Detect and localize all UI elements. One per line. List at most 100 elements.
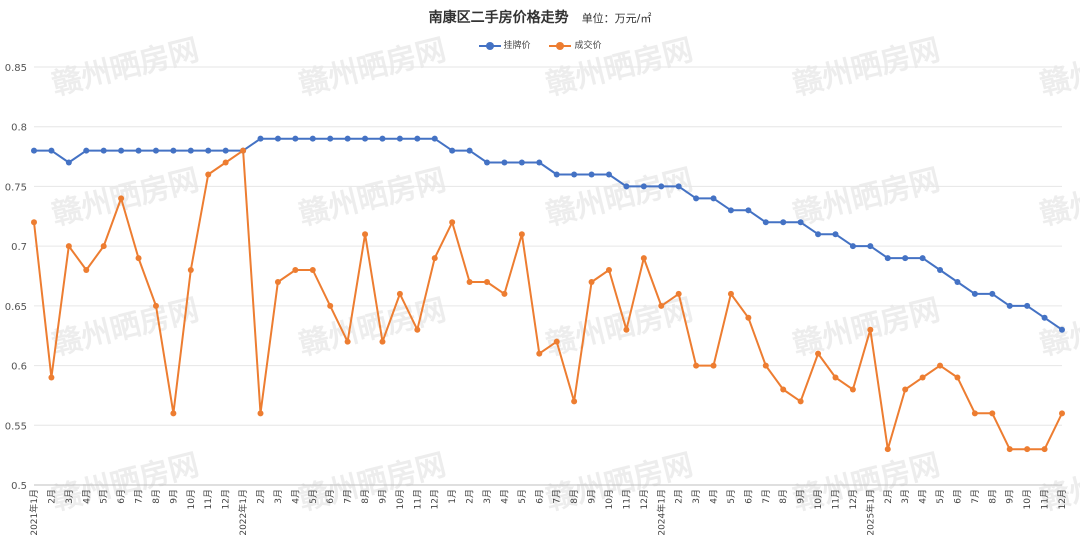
data-point-listing[interactable]	[205, 147, 212, 154]
data-point-listing[interactable]	[867, 243, 874, 250]
data-point-deal[interactable]	[292, 267, 299, 274]
data-point-listing[interactable]	[344, 135, 351, 142]
data-point-listing[interactable]	[710, 195, 717, 202]
data-point-listing[interactable]	[745, 207, 752, 214]
data-point-listing[interactable]	[1006, 302, 1013, 309]
data-point-deal[interactable]	[48, 374, 55, 381]
legend-item-listing[interactable]: 挂牌价	[478, 38, 531, 51]
data-point-deal[interactable]	[187, 267, 194, 274]
data-point-listing[interactable]	[222, 147, 229, 154]
data-point-deal[interactable]	[431, 255, 438, 262]
data-point-listing[interactable]	[588, 171, 595, 178]
data-point-deal[interactable]	[971, 410, 978, 417]
data-point-listing[interactable]	[884, 255, 891, 262]
data-point-deal[interactable]	[727, 290, 734, 297]
data-point-listing[interactable]	[797, 219, 804, 226]
data-point-deal[interactable]	[954, 374, 961, 381]
data-point-deal[interactable]	[327, 302, 334, 309]
data-point-listing[interactable]	[170, 147, 177, 154]
data-point-deal[interactable]	[780, 386, 787, 393]
data-point-deal[interactable]	[118, 195, 125, 202]
data-point-deal[interactable]	[100, 243, 107, 250]
data-point-listing[interactable]	[31, 147, 37, 154]
data-point-listing[interactable]	[431, 135, 438, 142]
data-point-deal[interactable]	[989, 410, 996, 417]
data-point-deal[interactable]	[1059, 410, 1065, 417]
data-point-deal[interactable]	[222, 159, 229, 166]
data-point-deal[interactable]	[815, 350, 822, 357]
data-point-deal[interactable]	[257, 410, 264, 417]
data-point-listing[interactable]	[274, 135, 281, 142]
data-point-listing[interactable]	[902, 255, 909, 262]
data-point-deal[interactable]	[396, 290, 403, 297]
data-point-listing[interactable]	[536, 159, 543, 166]
data-point-listing[interactable]	[501, 159, 508, 166]
data-point-deal[interactable]	[501, 290, 508, 297]
data-point-deal[interactable]	[31, 219, 37, 226]
data-point-listing[interactable]	[815, 231, 822, 238]
data-point-deal[interactable]	[309, 267, 316, 274]
data-point-listing[interactable]	[954, 278, 961, 285]
data-point-deal[interactable]	[518, 231, 525, 238]
data-point-listing[interactable]	[48, 147, 55, 154]
data-point-deal[interactable]	[605, 267, 612, 274]
data-point-listing[interactable]	[292, 135, 299, 142]
data-point-deal[interactable]	[466, 278, 473, 285]
data-point-listing[interactable]	[257, 135, 264, 142]
data-point-listing[interactable]	[675, 183, 682, 190]
data-point-listing[interactable]	[466, 147, 473, 154]
data-point-deal[interactable]	[274, 278, 281, 285]
data-point-listing[interactable]	[553, 171, 560, 178]
data-point-deal[interactable]	[553, 338, 560, 345]
data-point-deal[interactable]	[884, 446, 891, 453]
data-point-listing[interactable]	[849, 243, 856, 250]
legend-item-deal[interactable]: 成交价	[549, 38, 601, 51]
data-point-deal[interactable]	[83, 267, 90, 274]
data-point-listing[interactable]	[658, 183, 665, 190]
data-point-deal[interactable]	[675, 290, 682, 297]
data-point-deal[interactable]	[867, 326, 874, 333]
data-point-listing[interactable]	[309, 135, 316, 142]
data-point-listing[interactable]	[414, 135, 421, 142]
data-point-deal[interactable]	[170, 410, 177, 417]
data-point-deal[interactable]	[588, 278, 595, 285]
data-point-listing[interactable]	[152, 147, 159, 154]
data-point-listing[interactable]	[518, 159, 525, 166]
data-point-deal[interactable]	[832, 374, 839, 381]
data-point-listing[interactable]	[118, 147, 125, 154]
data-point-deal[interactable]	[484, 278, 491, 285]
data-point-deal[interactable]	[762, 362, 769, 369]
data-point-listing[interactable]	[1024, 302, 1031, 309]
data-point-deal[interactable]	[414, 326, 421, 333]
data-point-deal[interactable]	[902, 386, 909, 393]
data-point-deal[interactable]	[745, 314, 752, 321]
data-point-listing[interactable]	[937, 267, 944, 274]
data-point-listing[interactable]	[484, 159, 491, 166]
data-point-listing[interactable]	[919, 255, 926, 262]
data-point-listing[interactable]	[762, 219, 769, 226]
data-point-listing[interactable]	[65, 159, 72, 166]
data-point-deal[interactable]	[135, 255, 142, 262]
data-point-deal[interactable]	[152, 302, 159, 309]
data-point-deal[interactable]	[240, 147, 247, 154]
data-point-deal[interactable]	[710, 362, 717, 369]
data-point-listing[interactable]	[100, 147, 107, 154]
data-point-deal[interactable]	[571, 398, 578, 405]
data-point-listing[interactable]	[83, 147, 90, 154]
data-point-deal[interactable]	[640, 255, 647, 262]
data-point-listing[interactable]	[727, 207, 734, 214]
data-point-listing[interactable]	[1041, 314, 1048, 321]
data-point-deal[interactable]	[797, 398, 804, 405]
data-point-listing[interactable]	[623, 183, 630, 190]
data-point-listing[interactable]	[640, 183, 647, 190]
data-point-deal[interactable]	[623, 326, 630, 333]
data-point-deal[interactable]	[658, 302, 665, 309]
data-point-deal[interactable]	[536, 350, 543, 357]
data-point-listing[interactable]	[379, 135, 386, 142]
data-point-listing[interactable]	[449, 147, 456, 154]
data-point-deal[interactable]	[65, 243, 72, 250]
data-point-listing[interactable]	[780, 219, 787, 226]
data-point-deal[interactable]	[693, 362, 700, 369]
data-point-listing[interactable]	[1059, 326, 1065, 333]
data-point-listing[interactable]	[396, 135, 403, 142]
